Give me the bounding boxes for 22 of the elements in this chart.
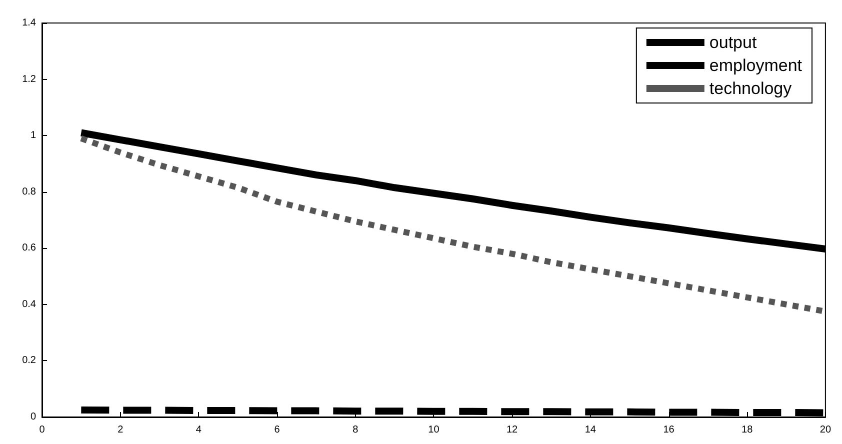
x-tick-label: 18: [742, 424, 754, 436]
y-tick-label: 1.4: [22, 18, 36, 28]
y-tick-label: 0.6: [22, 242, 36, 254]
y-tick-label: 1: [30, 130, 36, 142]
x-tick-label: 2: [118, 424, 124, 436]
legend-label: output: [709, 33, 757, 52]
y-tick-label: 1.2: [22, 74, 36, 85]
x-tick-label: 4: [196, 424, 202, 436]
y-tick-label: 0: [30, 412, 36, 422]
y-tick-label: 0.8: [22, 186, 36, 198]
x-tick-label: 10: [428, 424, 440, 436]
y-tick-label: 0.4: [22, 298, 36, 310]
x-tick-label: 12: [506, 424, 518, 436]
x-tick-label: 6: [274, 424, 280, 436]
y-tick-label: 0.2: [22, 355, 36, 366]
x-tick-label: 0: [39, 424, 46, 436]
x-tick-label: 20: [820, 424, 832, 436]
x-tick-label: 14: [584, 424, 596, 436]
x-tick-label: 16: [663, 424, 675, 436]
legend-label: technology: [709, 79, 792, 98]
x-tick-label: 8: [352, 424, 359, 436]
legend-label: employment: [709, 56, 802, 75]
